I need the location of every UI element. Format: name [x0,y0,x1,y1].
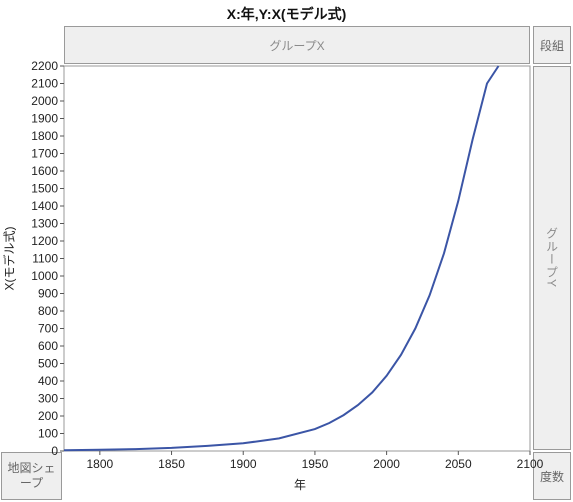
group-y-label: グループY [544,227,559,289]
x-tick-label: 2100 [517,457,544,471]
map-shape-label: 地図シェープ [7,461,56,490]
y-tick-label: 400 [38,374,58,388]
y-tick-label: 1900 [31,112,58,126]
y-tick-label: 300 [38,392,58,406]
y-tick-label: 100 [38,427,58,441]
y-tick-label: 2200 [31,59,58,73]
group-y-drop-zone[interactable]: グループY [533,66,571,450]
group-x-drop-zone[interactable]: グループX [64,26,530,64]
y-tick-label: 1800 [31,129,58,143]
y-tick-label: 2100 [31,77,58,91]
y-tick-label: 1100 [32,252,58,266]
y-tick-label: 200 [38,409,58,423]
frequency-drop-zone[interactable]: 度数 [533,452,571,500]
y-axis: 0 100 200 300 400 500 600 700 800 900 1000 1100 1200… [31,59,64,458]
y-tick-label: 1400 [31,199,58,213]
group-x-label: グループX [269,38,325,53]
chart-title: X:年,Y:X(モデル式) [226,6,347,22]
y-tick-label: 1200 [31,234,58,248]
y-tick-label: 1600 [31,164,58,178]
y-tick-label: 500 [38,357,58,371]
wrap-label: 段組 [539,38,564,53]
y-tick-label: 2000 [31,94,58,108]
y-axis-label: X(モデル式) [2,226,17,291]
y-tick-label: 0 [51,444,58,458]
x-tick-label: 2000 [373,457,400,471]
y-tick-label: 600 [38,339,58,353]
x-axis-label: 年 [293,478,306,492]
y-tick-label: 900 [38,287,58,301]
frequency-label: 度数 [539,469,564,484]
x-tick-label: 1950 [302,457,329,471]
wrap-drop-zone[interactable]: 段組 [533,26,571,64]
x-tick-label: 1900 [230,457,257,471]
map-shape-drop-zone[interactable]: 地図シェープ [1,452,62,500]
y-tick-label: 700 [38,322,58,336]
plot-frame [63,65,531,452]
y-tick-label: 1300 [31,217,58,231]
x-tick-label: 1850 [158,457,185,471]
x-axis: 1800 1850 1900 1950 2000 2050 2100 [86,451,544,471]
series-line [63,65,500,452]
x-tick-label: 2050 [445,457,472,471]
y-tick-label: 1500 [31,182,58,196]
y-tick-label: 1000 [31,269,58,283]
y-tick-label: 800 [38,304,58,318]
x-tick-label: 1800 [86,457,113,471]
y-tick-label: 1700 [31,147,58,161]
